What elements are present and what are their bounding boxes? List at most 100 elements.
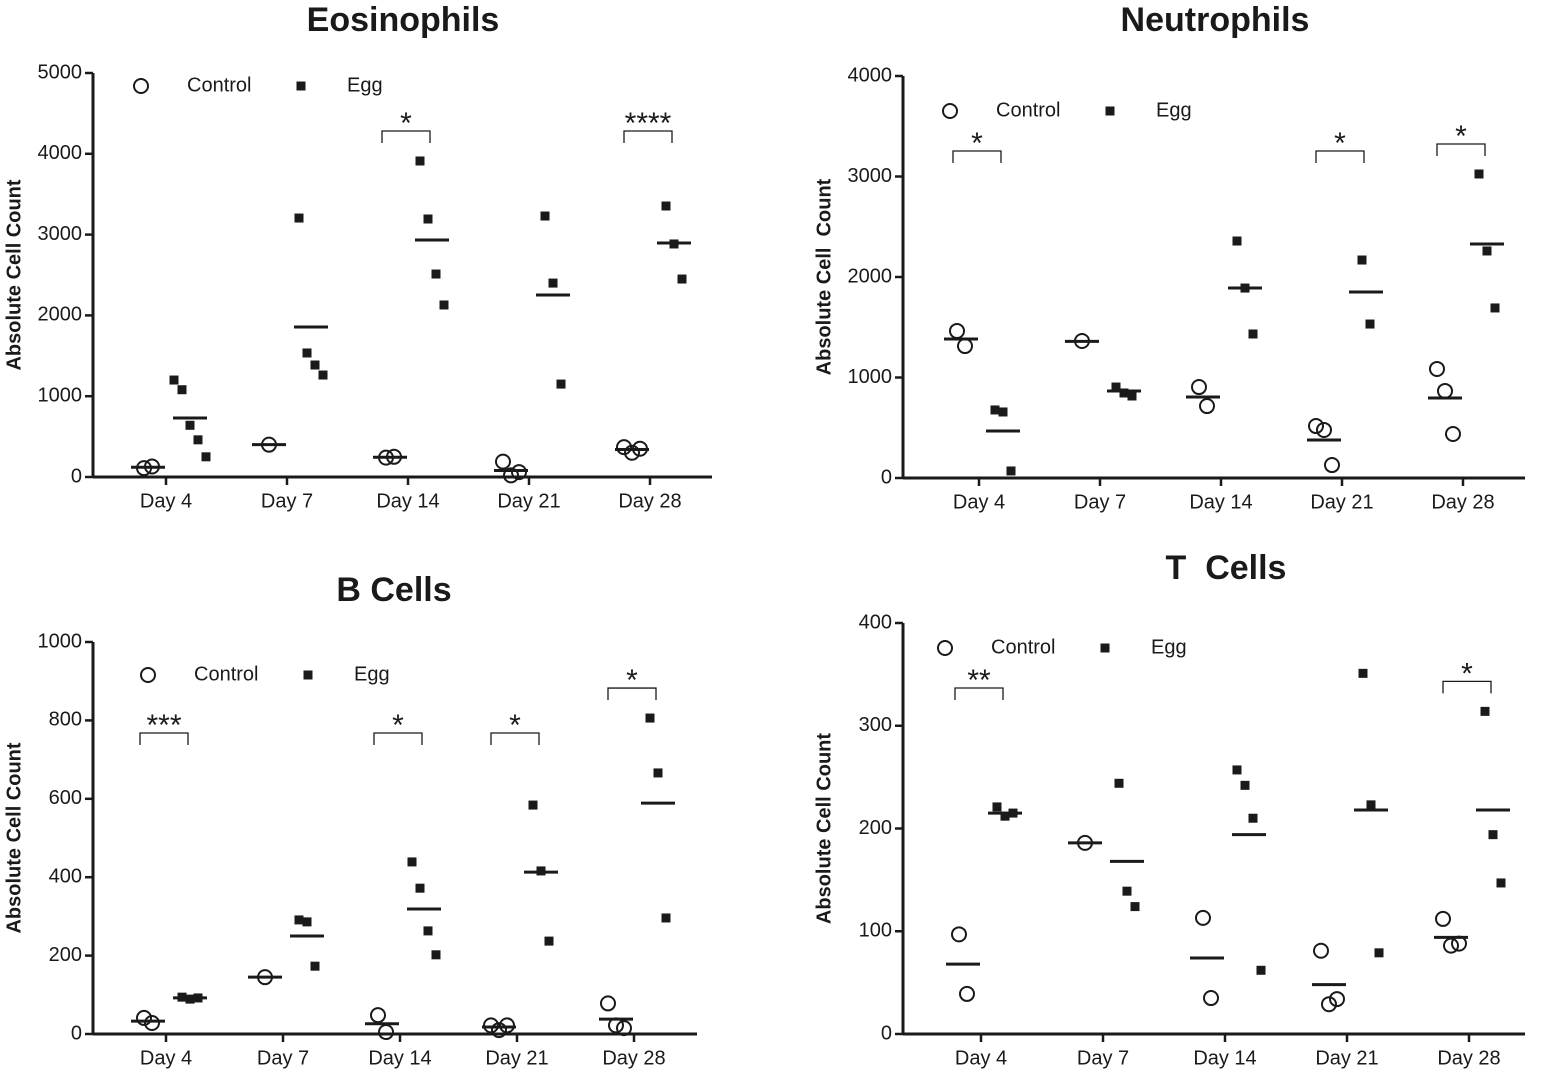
y-tick-label: 0 (71, 465, 82, 487)
data-point (185, 420, 195, 430)
data-point (302, 917, 312, 927)
data-point (1480, 706, 1490, 716)
significance-label: *** (146, 709, 181, 742)
data-point (616, 1020, 632, 1037)
x-tick-label: Day 21 (497, 490, 560, 512)
data-point (653, 768, 663, 778)
x-tick-label: Day 21 (1315, 1047, 1378, 1069)
legend-marker (942, 103, 958, 119)
significance-label: * (392, 709, 404, 742)
y-axis-label: Absolute Cell Count (813, 733, 835, 924)
significance-label: * (1455, 120, 1467, 153)
data-point (1240, 780, 1250, 790)
legend-marker (1100, 643, 1110, 653)
data-point (177, 385, 187, 395)
data-point (1429, 360, 1445, 377)
x-tick-label: Day 28 (1431, 491, 1494, 513)
data-point (1130, 902, 1140, 912)
y-tick-label: 4000 (848, 64, 893, 86)
y-tick-label: 2000 (38, 304, 83, 326)
significance-label: **** (625, 107, 672, 140)
data-point (1203, 990, 1219, 1007)
data-point (992, 802, 1002, 812)
data-point (1111, 382, 1121, 392)
x-tick-label: Day 14 (376, 490, 439, 512)
significance-label: * (1334, 127, 1346, 160)
data-point (491, 1022, 507, 1039)
data-point (193, 435, 203, 445)
data-point (136, 1009, 152, 1026)
y-tick-label: 3000 (848, 165, 893, 187)
legend-label: Control (996, 99, 1060, 121)
panel: T Cells Absolute Cell Count 0 100 200 300 400 D… (813, 549, 1525, 1069)
data-point (959, 985, 975, 1002)
legend-label: Control (194, 663, 258, 685)
data-point (201, 452, 211, 462)
y-tick-label: 200 (859, 817, 892, 839)
significance-bracket (1315, 150, 1365, 163)
y-axis-label: Absolute Cell Count (3, 179, 25, 370)
x-tick-label: Day 14 (1193, 1047, 1256, 1069)
x-tick-label: Day 21 (485, 1047, 548, 1069)
data-point (1488, 830, 1498, 840)
data-point (1329, 991, 1345, 1008)
data-point (1195, 909, 1211, 926)
data-point (294, 213, 304, 223)
data-point (423, 214, 433, 224)
data-point (415, 156, 425, 166)
significance-bracket (623, 130, 673, 143)
data-point (1357, 255, 1367, 265)
data-point (1496, 878, 1506, 888)
data-point (1114, 778, 1124, 788)
x-tick-label: Day 4 (955, 1047, 1007, 1069)
data-point (1321, 996, 1337, 1013)
data-point (1199, 398, 1215, 415)
legend-marker (140, 667, 156, 683)
significance-bracket (1442, 680, 1492, 694)
significance-bracket (607, 687, 657, 701)
data-point (1358, 668, 1368, 678)
significance-bracket (139, 732, 189, 745)
data-point (431, 950, 441, 960)
significance-bracket (381, 130, 431, 143)
legend-label: Egg (347, 74, 383, 96)
legend-label: Egg (1151, 636, 1187, 658)
legend-label: Egg (1156, 99, 1192, 121)
data-point (169, 375, 179, 385)
y-tick-label: 4000 (38, 142, 83, 164)
legend-marker (937, 640, 953, 656)
y-tick-label: 200 (49, 944, 82, 966)
significance-label: * (971, 127, 983, 160)
data-point (1365, 319, 1375, 329)
x-tick-label: Day 4 (140, 490, 192, 512)
data-point (1437, 382, 1453, 399)
y-tick-label: 1000 (848, 366, 893, 388)
data-point (483, 1017, 499, 1034)
data-point (503, 467, 519, 484)
data-point (310, 961, 320, 971)
x-tick-label: Day 7 (257, 1047, 309, 1069)
y-tick-label: 300 (859, 714, 892, 736)
significance-label: * (626, 664, 638, 697)
panel-title: Neutrophils (1121, 1, 1310, 39)
data-point (1445, 425, 1461, 442)
panel-title: T Cells (1166, 549, 1287, 587)
data-point (544, 936, 554, 946)
x-tick-label: Day 28 (602, 1047, 665, 1069)
data-point (951, 926, 967, 943)
data-point (548, 278, 558, 288)
data-point (990, 405, 1000, 415)
y-tick-label: 5000 (38, 61, 83, 83)
y-tick-label: 400 (49, 865, 82, 887)
y-tick-label: 0 (71, 1022, 82, 1044)
x-tick-label: Day 14 (368, 1047, 431, 1069)
y-axis-label: Absolute Cell Count (813, 178, 835, 375)
x-tick-label: Day 7 (261, 490, 313, 512)
y-tick-label: 800 (49, 709, 82, 731)
panel: B Cells Absolute Cell Count 0 200 400 600 800 1… (3, 571, 697, 1069)
data-point (998, 407, 1008, 417)
x-tick-label: Day 4 (953, 491, 1005, 513)
significance-bracket (954, 687, 1004, 700)
data-point (144, 1015, 160, 1032)
